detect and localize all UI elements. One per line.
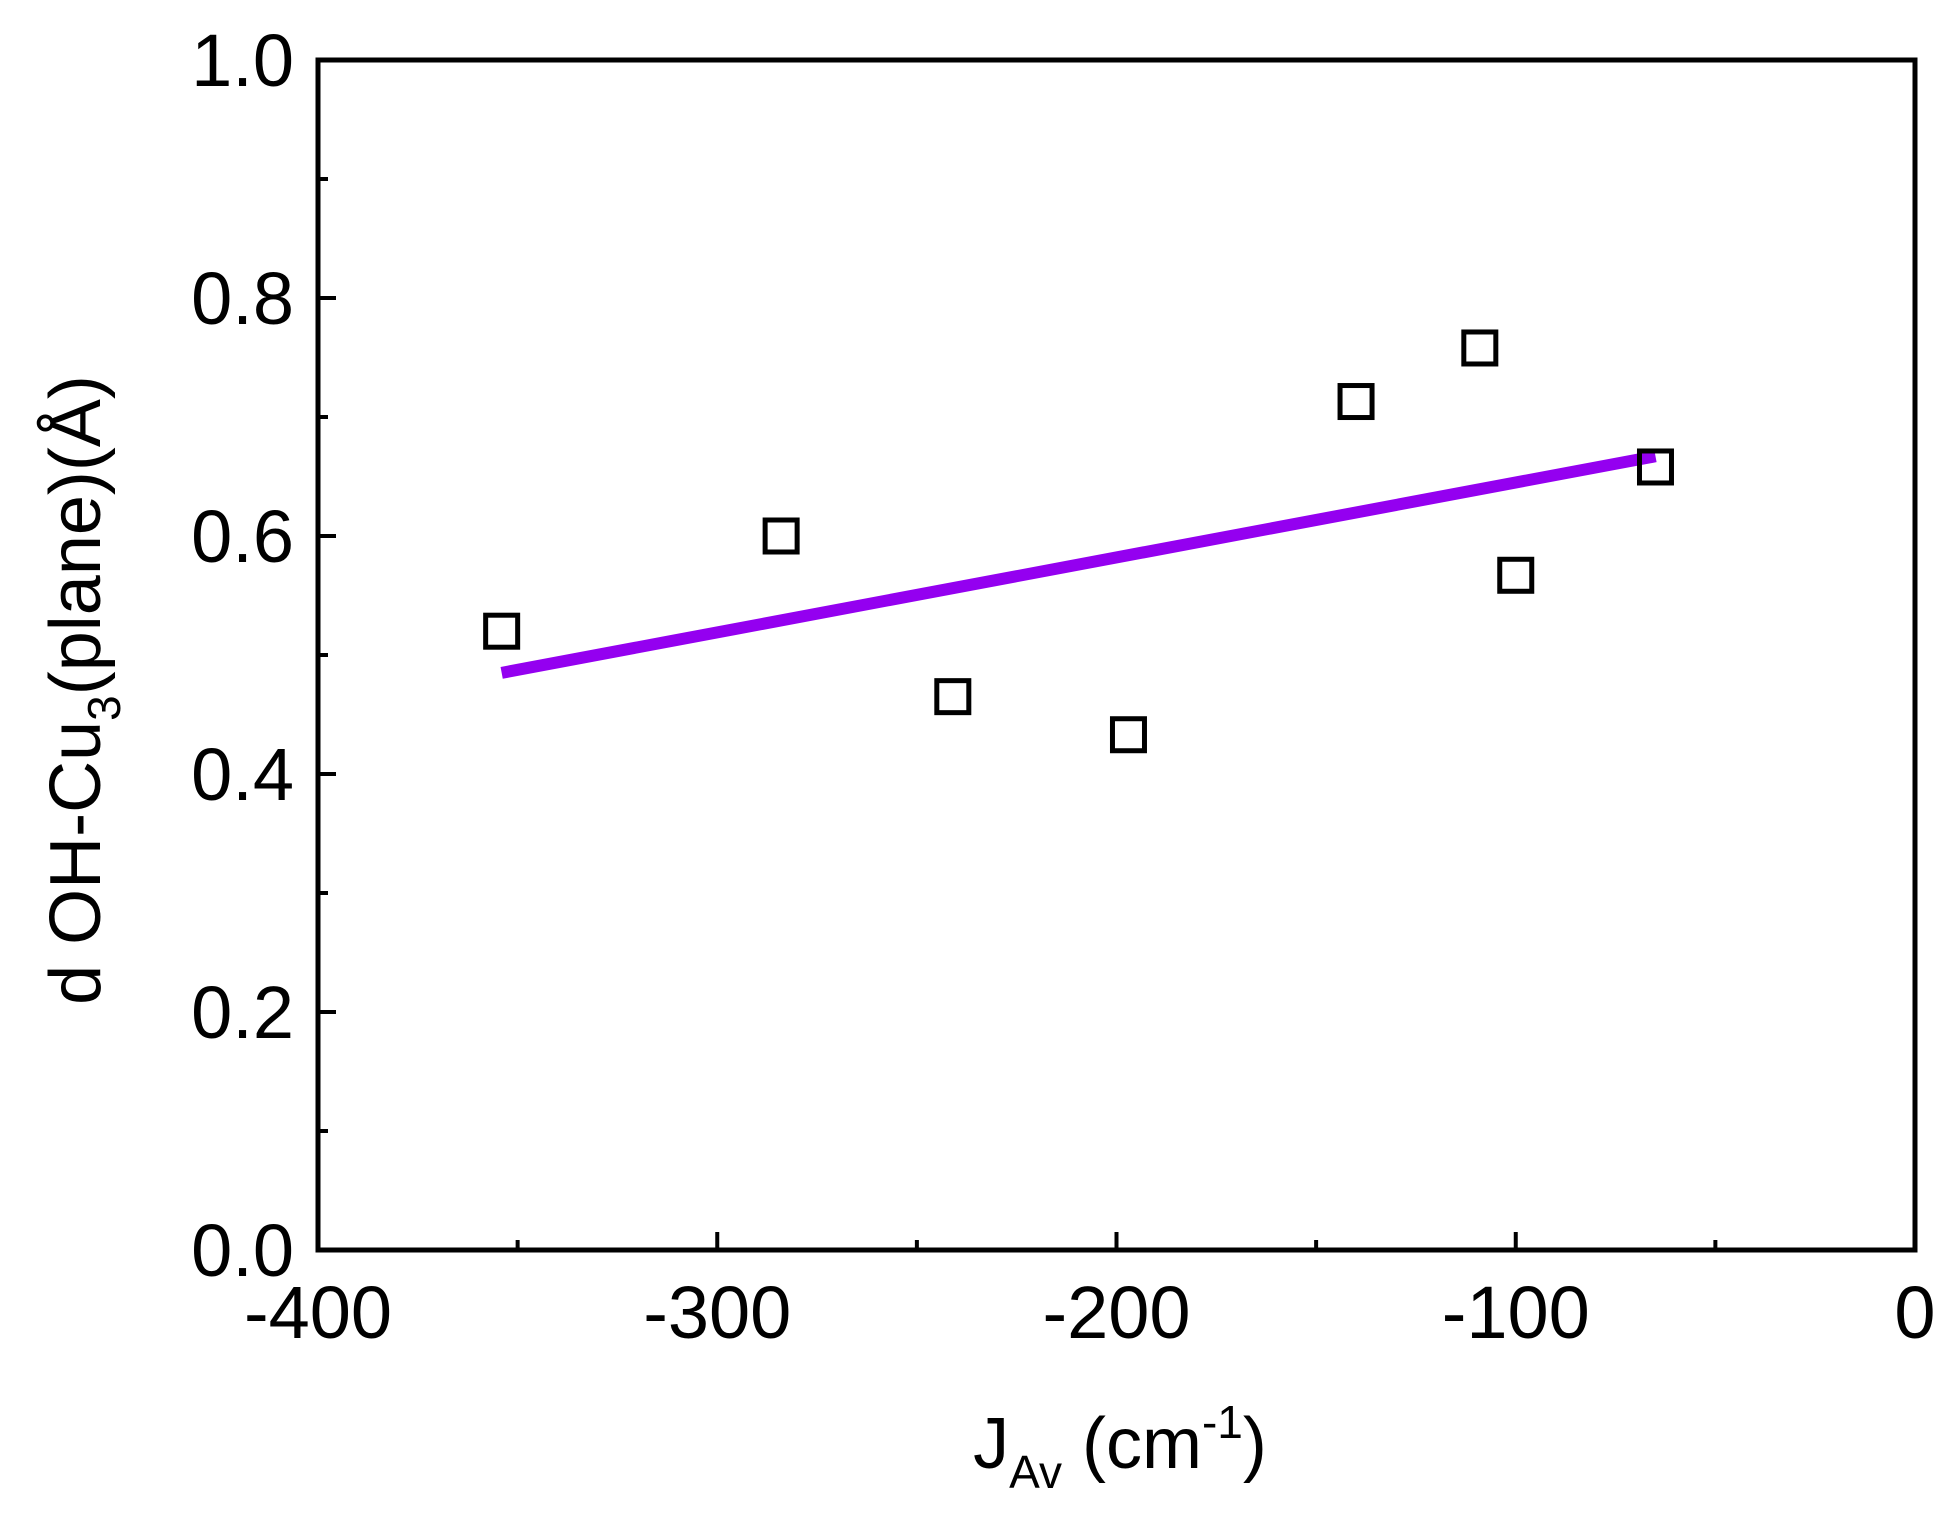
data-point [1497, 556, 1535, 594]
fit-line-layer [500, 450, 1657, 679]
y-axis-title: d OH-Cu3(plane)(Å) [36, 375, 130, 1005]
y-title-sub: 3 [78, 695, 130, 721]
markers-layer [483, 329, 1674, 754]
y-tick-label: 0.0 [191, 1209, 294, 1292]
y-title-main: d OH-Cu [36, 721, 116, 1005]
fit-line [500, 450, 1657, 679]
data-point [934, 678, 972, 716]
y-tick-label: 0.4 [191, 733, 294, 816]
x-tick-label: -300 [643, 1271, 791, 1354]
y-tick-label: 0.8 [191, 257, 294, 340]
x-title-sub: Av [1009, 1446, 1062, 1498]
y-tick-label: 0.6 [191, 495, 294, 578]
x-title-end: ) [1243, 1404, 1267, 1484]
data-point [762, 517, 800, 555]
minor-ticks [318, 177, 1718, 1250]
plot-frame [315, 57, 1918, 1253]
y-tick-label: 0.2 [191, 971, 294, 1054]
x-title-rest: (cm [1062, 1404, 1202, 1484]
x-tick-label: -100 [1442, 1271, 1590, 1354]
x-axis-title: JAv (cm-1) [973, 1396, 1267, 1498]
x-tick-label: -200 [1042, 1271, 1190, 1354]
x-title-main: J [973, 1404, 1009, 1484]
major-ticks [316, 58, 1917, 1252]
x-tick-label: -400 [244, 1271, 392, 1354]
x-title-sup: -1 [1202, 1396, 1243, 1448]
data-point [483, 612, 521, 650]
data-point [1109, 716, 1147, 754]
y-tick-label: 1.0 [191, 19, 294, 102]
data-point [1461, 329, 1499, 367]
x-tick-labels: -400 -300 -200 -100 0 [244, 1271, 1936, 1354]
x-tick-label: 0 [1894, 1271, 1935, 1354]
y-title-rest: (plane)(Å) [36, 375, 116, 695]
data-point [1337, 383, 1375, 421]
y-tick-labels: 0.0 0.2 0.4 0.6 0.8 1.0 [191, 19, 294, 1292]
data-point [1636, 448, 1674, 486]
